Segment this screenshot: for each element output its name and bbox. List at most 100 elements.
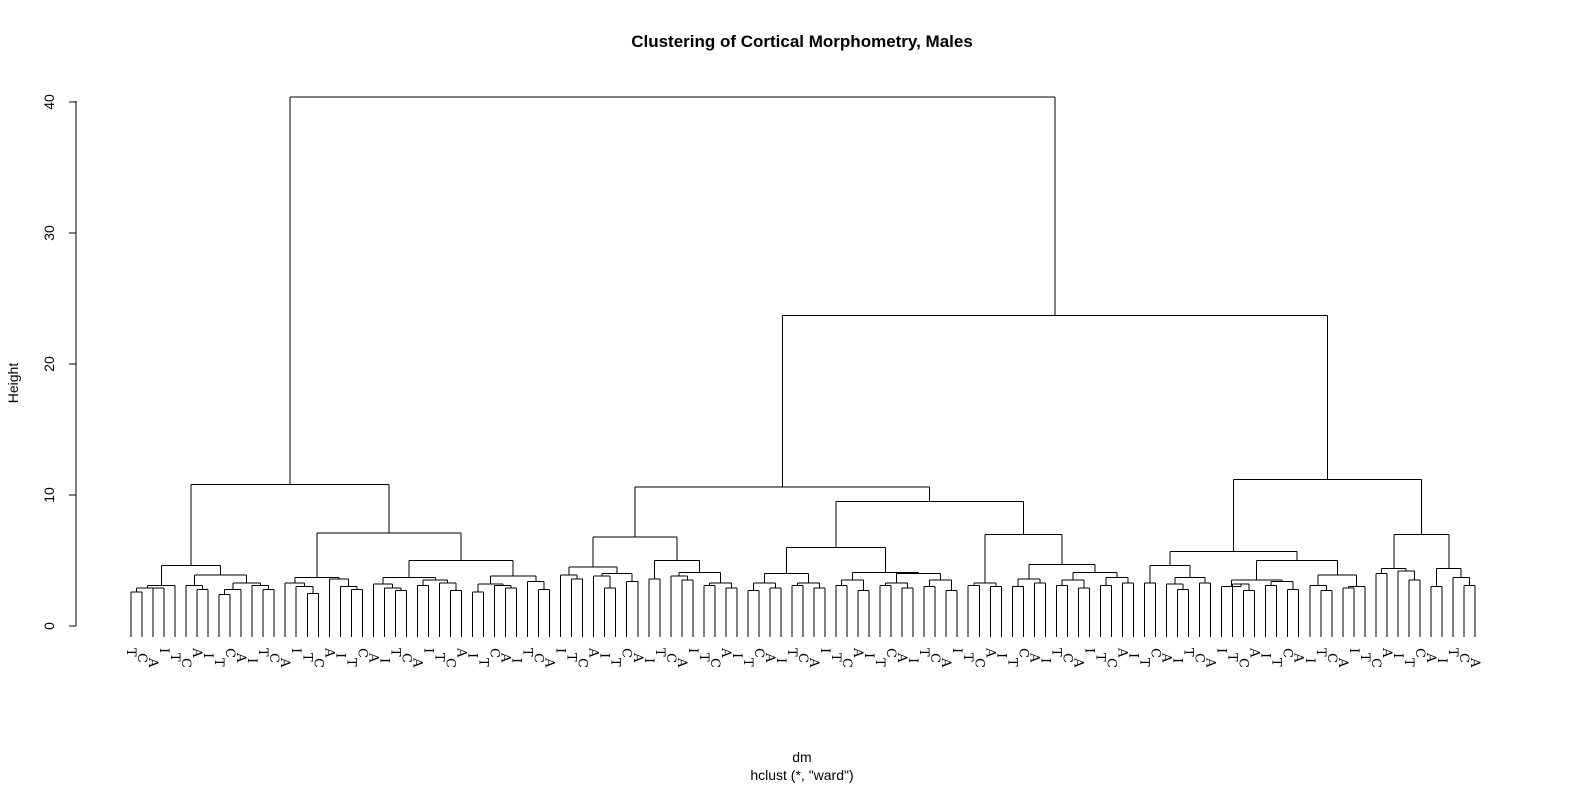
leaf-label: C xyxy=(1192,653,1207,663)
chart-subtitle: hclust (*, "ward") xyxy=(750,767,853,783)
leaf-label: A xyxy=(365,652,380,663)
leaf-label: T xyxy=(916,648,931,657)
leaf-label: A xyxy=(277,657,292,668)
x-axis-label: dm xyxy=(792,749,811,765)
leaf-label: I xyxy=(1037,658,1052,663)
leaf-label: I xyxy=(685,648,700,653)
leaf-label: I xyxy=(156,648,171,653)
leaf-label: A xyxy=(894,652,909,663)
leaf-label: A xyxy=(321,647,336,658)
leaf-label: I xyxy=(993,653,1008,658)
leaf-label: T xyxy=(740,658,755,667)
leaf-label: I xyxy=(1125,653,1140,658)
leaf-label: A xyxy=(1423,652,1438,663)
leaf-label: T xyxy=(387,648,402,657)
leaf-label: T xyxy=(1445,648,1460,657)
leaf-label: I xyxy=(1302,658,1317,663)
y-tick-label: 30 xyxy=(41,225,57,241)
leaf-label: C xyxy=(354,648,369,658)
leaf-label: I xyxy=(420,648,435,653)
leaf-label: A xyxy=(1070,657,1085,668)
leaf-label: T xyxy=(1225,653,1240,662)
leaf-label: A xyxy=(145,657,160,668)
leaf-label: A xyxy=(1114,647,1129,658)
leaf-label: T xyxy=(564,653,579,662)
leaf-label: I xyxy=(288,648,303,653)
chart-title: Clustering of Cortical Morphometry, Male… xyxy=(631,32,973,51)
leaf-label: T xyxy=(872,658,887,667)
leaf-label: A xyxy=(1379,647,1394,658)
leaf-label: C xyxy=(751,648,766,658)
y-tick-label: 0 xyxy=(41,622,57,630)
leaf-label: C xyxy=(1059,653,1074,663)
leaf-label: C xyxy=(1236,658,1251,668)
leaf-label: C xyxy=(707,658,722,668)
leaf-label: A xyxy=(762,652,777,663)
leaf-label: I xyxy=(553,648,568,653)
leaf-label: T xyxy=(652,648,667,657)
leaf-label: C xyxy=(619,648,634,658)
leaf-label: T xyxy=(343,658,358,667)
y-axis-ticks: 0 10 20 30 40 xyxy=(41,94,76,630)
leaf-label: C xyxy=(266,653,281,663)
leaf-label: C xyxy=(1280,648,1295,658)
leaf-label: I xyxy=(244,658,259,663)
y-tick-label: 10 xyxy=(41,487,57,503)
leaf-label: T xyxy=(784,648,799,657)
leaf-label: A xyxy=(1247,647,1262,658)
leaf-label: A xyxy=(718,647,733,658)
leaf-label: C xyxy=(178,658,193,668)
leaf-label: I xyxy=(817,648,832,653)
leaf-label: C xyxy=(1103,658,1118,668)
leaf-label: T xyxy=(299,653,314,662)
leaf-label: I xyxy=(1081,648,1096,653)
y-axis: 0 10 20 30 40 Height xyxy=(5,94,77,630)
leaf-label: A xyxy=(189,647,204,658)
leaf-label: C xyxy=(883,648,898,658)
leaf-label: I xyxy=(641,658,656,663)
leaf-label: I xyxy=(332,653,347,658)
leaf-label: I xyxy=(729,653,744,658)
y-tick-label: 40 xyxy=(41,94,57,110)
leaf-label: C xyxy=(839,658,854,668)
leaf-label: I xyxy=(905,658,920,663)
leaf-label: I xyxy=(1346,648,1361,653)
leaf-label: C xyxy=(442,658,457,668)
leaf-label: T xyxy=(1181,648,1196,657)
leaf-label: C xyxy=(1456,653,1471,663)
leaf-label: A xyxy=(1026,652,1041,663)
y-axis-label: Height xyxy=(5,363,21,404)
leaf-label: C xyxy=(398,653,413,663)
leaf-label: A xyxy=(674,657,689,668)
leaf-label: I xyxy=(1434,658,1449,663)
leaf-label: A xyxy=(542,657,557,668)
leaf-label: T xyxy=(1004,658,1019,667)
leaf-label: A xyxy=(1467,657,1482,668)
leaf-label: A xyxy=(938,657,953,668)
leaf-label: A xyxy=(982,647,997,658)
leaf-label: T xyxy=(476,658,491,667)
leaf-label: A xyxy=(453,647,468,658)
leaf-label: C xyxy=(1324,653,1339,663)
leaf-label: T xyxy=(167,653,182,662)
leaf-label: C xyxy=(1412,648,1427,658)
leaf-label: T xyxy=(520,648,535,657)
leaf-label: I xyxy=(949,648,964,653)
leaf-label: C xyxy=(1148,648,1163,658)
leaf-label: A xyxy=(1203,657,1218,668)
leaf-label: C xyxy=(575,658,590,668)
leaf-label: I xyxy=(1170,658,1185,663)
leaf-label: T xyxy=(960,653,975,662)
leaf-label: A xyxy=(233,652,248,663)
leaf-label: T xyxy=(1401,658,1416,667)
leaf-label: T xyxy=(123,648,138,657)
leaf-label: I xyxy=(509,658,524,663)
leaf-label: C xyxy=(1015,648,1030,658)
leaf-label: A xyxy=(806,657,821,668)
leaf-label: C xyxy=(927,653,942,663)
leaf-label: A xyxy=(1159,652,1174,663)
leaf-label: A xyxy=(850,647,865,658)
leaf-label: T xyxy=(828,653,843,662)
leaf-label: T xyxy=(1092,653,1107,662)
